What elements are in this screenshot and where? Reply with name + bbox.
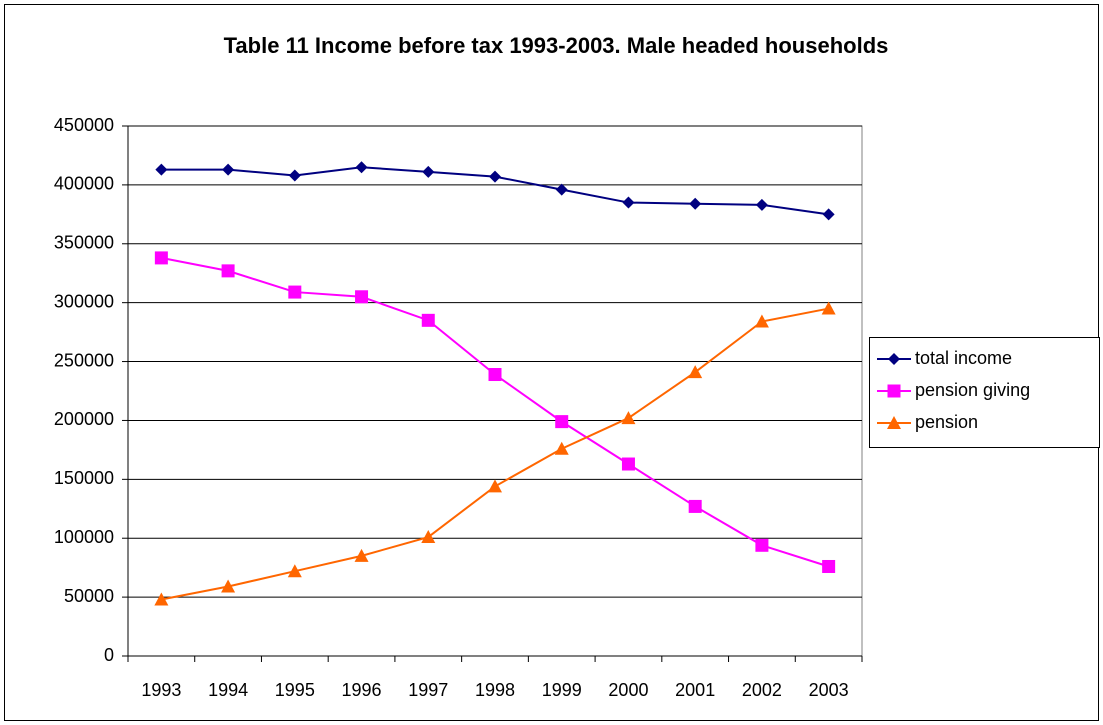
x-tick-label: 2002 xyxy=(742,680,782,700)
marker xyxy=(354,548,369,562)
marker xyxy=(355,161,368,174)
y-tick-label: 350000 xyxy=(54,233,114,253)
x-tick-label: 1997 xyxy=(408,680,448,700)
legend-label: pension xyxy=(915,412,978,432)
marker xyxy=(222,163,235,176)
marker xyxy=(688,499,702,513)
marker xyxy=(287,564,302,578)
marker xyxy=(622,196,635,209)
y-tick-label: 0 xyxy=(104,645,114,665)
marker xyxy=(887,416,901,429)
marker xyxy=(489,170,501,183)
marker xyxy=(755,538,769,552)
y-tick-label: 300000 xyxy=(54,291,114,311)
marker xyxy=(488,368,502,382)
marker xyxy=(154,251,168,265)
marker xyxy=(421,313,435,327)
x-tick-label: 1993 xyxy=(141,680,181,700)
marker xyxy=(355,290,369,304)
x-tick-label: 1995 xyxy=(275,680,315,700)
marker xyxy=(888,353,900,365)
marker xyxy=(288,285,302,299)
chart-title: Table 11 Income before tax 1993-2003. Ma… xyxy=(224,33,889,58)
x-tick-label: 1998 xyxy=(475,680,515,700)
marker xyxy=(621,457,635,471)
marker xyxy=(421,530,436,544)
marker xyxy=(821,301,836,315)
y-tick-label: 250000 xyxy=(54,350,114,370)
marker xyxy=(555,415,569,429)
marker xyxy=(221,579,236,593)
y-tick-label: 50000 xyxy=(64,586,114,606)
marker xyxy=(822,559,836,573)
legend-box xyxy=(869,337,1100,448)
marker xyxy=(221,264,235,278)
marker xyxy=(488,479,502,493)
marker xyxy=(155,163,168,176)
y-tick-label: 100000 xyxy=(54,527,114,547)
legend-label: pension giving xyxy=(915,380,1030,400)
y-tick-label: 450000 xyxy=(54,115,114,135)
y-tick-label: 150000 xyxy=(54,468,114,488)
marker xyxy=(555,183,568,196)
x-tick-label: 1994 xyxy=(208,680,248,700)
marker xyxy=(688,365,703,379)
y-tick-label: 200000 xyxy=(54,409,114,429)
marker xyxy=(822,208,835,221)
x-tick-label: 2003 xyxy=(809,680,849,700)
marker xyxy=(288,169,301,182)
y-tick-label: 400000 xyxy=(54,174,114,194)
marker xyxy=(422,165,435,178)
marker xyxy=(154,592,169,606)
marker xyxy=(755,198,768,211)
x-tick-label: 1999 xyxy=(542,680,582,700)
marker xyxy=(689,197,702,210)
x-tick-label: 1996 xyxy=(342,680,382,700)
plot-area xyxy=(127,125,863,657)
marker xyxy=(621,411,636,425)
marker xyxy=(554,441,569,455)
marker xyxy=(754,314,769,328)
x-tick-label: 2001 xyxy=(675,680,715,700)
marker xyxy=(887,384,901,398)
x-tick-label: 2000 xyxy=(608,680,648,700)
legend-label: total income xyxy=(915,348,1012,368)
